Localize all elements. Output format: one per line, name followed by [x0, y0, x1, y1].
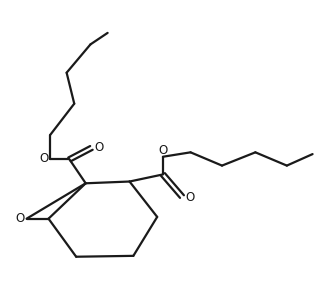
Text: O: O [16, 212, 25, 225]
Text: O: O [94, 140, 104, 154]
Text: O: O [185, 192, 194, 204]
Text: O: O [158, 144, 167, 157]
Text: O: O [39, 152, 48, 165]
